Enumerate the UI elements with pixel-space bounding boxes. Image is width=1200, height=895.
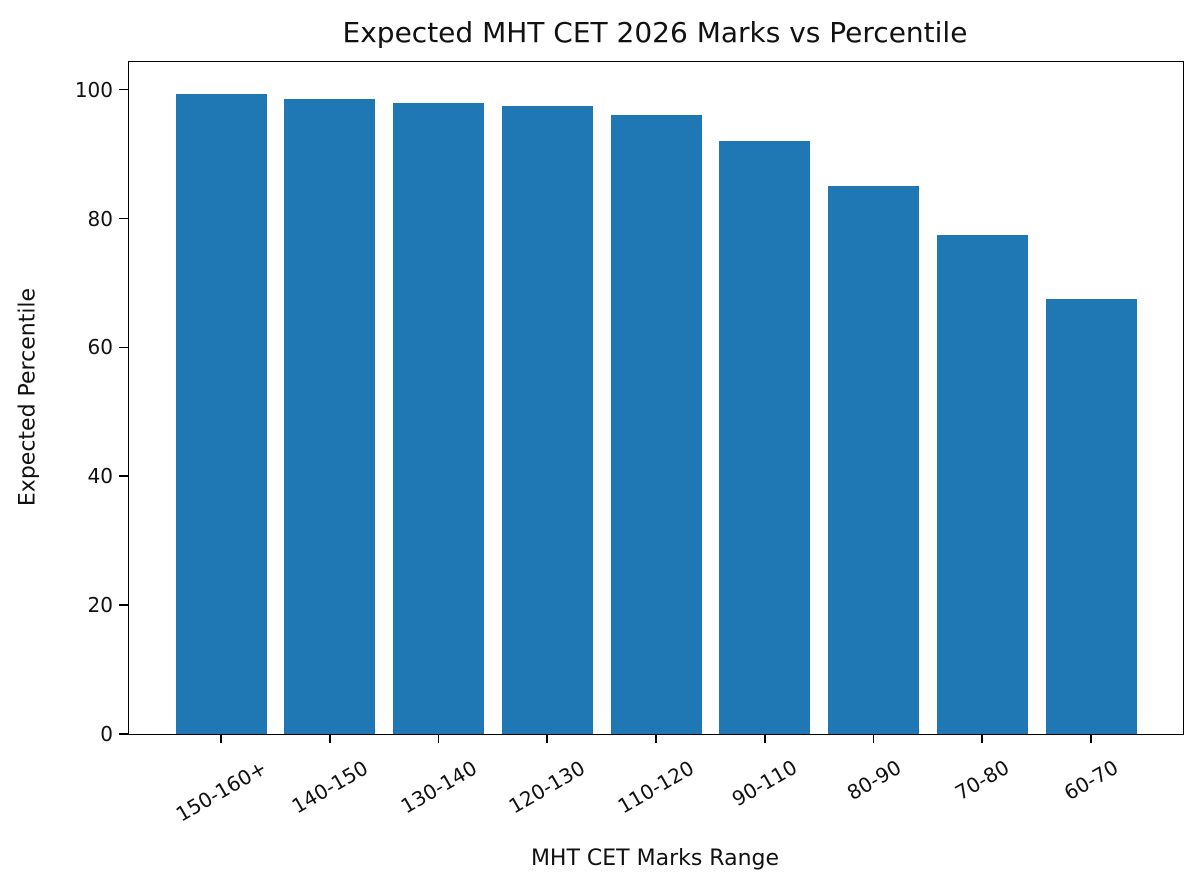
chart-title: Expected MHT CET 2026 Marks vs Percentil… xyxy=(342,16,968,49)
y-tick-label: 20 xyxy=(87,593,113,618)
x-tick-label: 80-90 xyxy=(842,755,905,805)
y-tick-label: 80 xyxy=(87,206,113,231)
x-tick-mark xyxy=(220,734,222,743)
x-axis-label: MHT CET Marks Range xyxy=(530,846,780,871)
y-tick-mark xyxy=(119,88,128,91)
x-tick-label: 110-120 xyxy=(613,755,698,818)
y-tick-mark xyxy=(119,475,128,478)
x-tick-mark xyxy=(655,734,657,743)
x-tick-mark xyxy=(328,734,331,743)
x-tick-mark xyxy=(437,734,440,743)
bar xyxy=(501,105,593,734)
y-tick-label: 60 xyxy=(87,335,113,360)
bar xyxy=(1045,299,1137,734)
x-tick-mark xyxy=(981,734,984,743)
bar xyxy=(828,186,919,734)
plot-area: 0 20 40 60 80 100 150-160+ 140-150 130-140 120-13… xyxy=(75,61,1184,826)
x-tick-label: 70-80 xyxy=(951,755,1014,805)
y-tick-label: 40 xyxy=(87,464,113,489)
bar xyxy=(936,234,1028,734)
y-tick-mark xyxy=(119,604,128,606)
x-tick-label: 90-110 xyxy=(727,755,802,812)
y-tick-label: 100 xyxy=(74,77,113,102)
bar xyxy=(393,102,484,734)
y-tick-label: 0 xyxy=(100,722,113,746)
bar xyxy=(175,94,267,734)
x-tick-label: 60-70 xyxy=(1059,755,1123,805)
x-tick-mark xyxy=(1090,734,1092,743)
x-tick-label: 120-130 xyxy=(504,755,590,818)
x-tick-mark xyxy=(872,734,875,743)
x-tick-label: 150-160+ xyxy=(171,755,271,826)
y-tick-mark xyxy=(119,733,128,735)
y-tick-mark xyxy=(119,217,128,220)
bar xyxy=(284,98,376,734)
x-tick-label: 140-150 xyxy=(287,755,372,818)
bar xyxy=(610,115,702,734)
bar xyxy=(719,141,811,734)
x-tick-label: 130-140 xyxy=(396,755,481,818)
y-tick-mark xyxy=(119,346,128,349)
x-tick-mark xyxy=(763,734,766,743)
x-tick-mark xyxy=(546,734,549,743)
